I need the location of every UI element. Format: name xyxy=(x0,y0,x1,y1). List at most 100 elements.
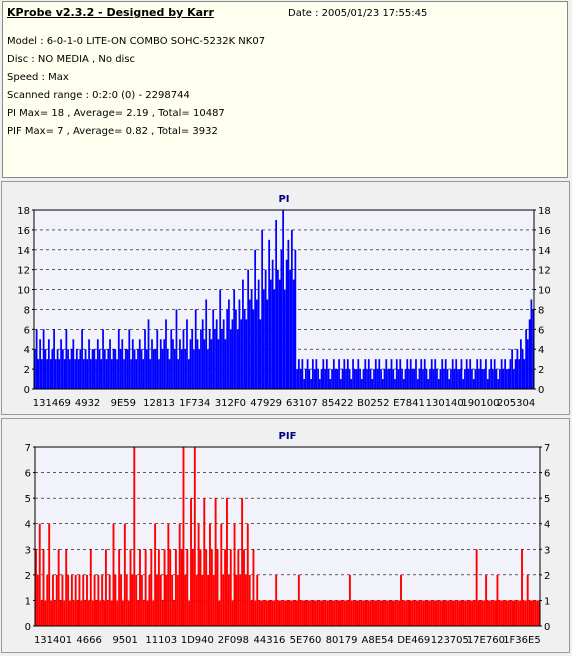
bar xyxy=(239,574,242,626)
info-panel: KProbe v2.3.2 - Designed by Karr Date : … xyxy=(2,1,568,178)
bar xyxy=(360,600,363,626)
bar xyxy=(296,600,298,626)
y-tick-label-right: 12 xyxy=(538,266,551,277)
x-tick-label: 205304 xyxy=(497,398,535,409)
bar xyxy=(38,523,41,626)
bar xyxy=(352,600,355,626)
bar xyxy=(411,369,414,389)
x-tick-label: 11103 xyxy=(145,635,177,646)
bar xyxy=(273,289,276,389)
bar xyxy=(479,600,482,626)
bar xyxy=(131,339,134,389)
bar xyxy=(145,349,148,389)
bar xyxy=(322,600,325,626)
bar xyxy=(381,600,384,626)
bar xyxy=(422,600,425,626)
bar xyxy=(288,600,291,626)
x-tick-label: 312F0 xyxy=(215,398,246,409)
bar xyxy=(518,359,521,389)
bar xyxy=(474,369,477,389)
bar xyxy=(392,600,395,626)
bar xyxy=(399,359,402,389)
bar xyxy=(169,549,172,626)
bar xyxy=(103,349,106,389)
bar xyxy=(427,379,430,389)
y-tick-label-right: 16 xyxy=(538,226,551,237)
bar xyxy=(186,319,188,389)
bar xyxy=(282,600,285,626)
bar xyxy=(180,549,183,626)
bar xyxy=(509,359,512,389)
bar xyxy=(178,523,181,626)
y-tick-label-right: 14 xyxy=(538,246,551,257)
x-tick-label: 1F734 xyxy=(179,398,210,409)
bar xyxy=(89,549,92,626)
bar xyxy=(517,600,520,626)
bar xyxy=(243,549,245,626)
y-tick-label-right: 18 xyxy=(538,206,551,217)
bar xyxy=(449,600,452,626)
bar xyxy=(373,600,376,626)
bar xyxy=(329,379,332,389)
bar xyxy=(258,600,261,626)
bar xyxy=(159,574,162,626)
x-tick-label: 1D940 xyxy=(181,635,214,646)
bar xyxy=(53,600,56,626)
bar xyxy=(507,600,510,626)
bar xyxy=(151,339,153,389)
bar xyxy=(61,349,64,389)
bar xyxy=(394,600,397,626)
bar xyxy=(109,339,111,389)
bar xyxy=(396,600,399,626)
bar xyxy=(205,299,208,389)
bar xyxy=(504,359,507,389)
bar xyxy=(99,600,102,626)
bar xyxy=(173,600,175,626)
bar xyxy=(346,359,349,389)
bar xyxy=(122,600,124,626)
bar xyxy=(390,359,393,389)
bar xyxy=(308,369,311,389)
bar xyxy=(112,523,115,626)
bar xyxy=(318,600,321,626)
bar xyxy=(200,329,202,389)
bar xyxy=(473,600,476,626)
bar xyxy=(147,319,150,389)
y-tick-label-left: 5 xyxy=(25,494,31,505)
bar xyxy=(208,329,211,389)
bar xyxy=(89,359,92,389)
bar xyxy=(498,600,501,626)
bar xyxy=(219,289,222,389)
bar xyxy=(523,359,526,389)
bar xyxy=(209,523,211,626)
bar xyxy=(488,600,491,626)
bar xyxy=(128,329,131,389)
bar xyxy=(231,600,234,626)
bar xyxy=(374,359,377,389)
bar xyxy=(280,600,283,626)
bar xyxy=(513,600,516,626)
bar xyxy=(472,379,475,389)
bar xyxy=(507,369,510,389)
bar xyxy=(139,549,141,626)
bar xyxy=(457,369,459,389)
bar xyxy=(175,309,178,389)
bar xyxy=(455,359,458,389)
bar xyxy=(313,600,315,626)
bar xyxy=(485,574,488,626)
bar xyxy=(201,319,204,389)
bar xyxy=(320,369,323,389)
bar xyxy=(352,359,354,389)
bar xyxy=(257,279,260,389)
bar xyxy=(93,574,96,626)
bar xyxy=(341,600,344,626)
bar xyxy=(226,498,228,626)
bar xyxy=(65,329,68,389)
bar xyxy=(110,359,113,389)
bar xyxy=(479,359,482,389)
bar xyxy=(476,359,479,389)
bar xyxy=(105,359,108,389)
bar xyxy=(81,329,83,389)
bar xyxy=(333,600,336,626)
bar xyxy=(167,523,170,626)
